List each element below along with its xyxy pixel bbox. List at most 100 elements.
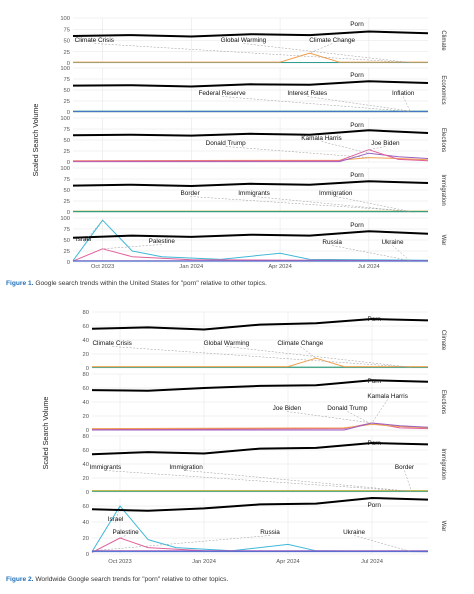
fig2-climate-global-warming-leader xyxy=(226,346,412,368)
fig1-climate-climate-crisis-label: Climate Crisis xyxy=(75,37,114,44)
fig1-elections-y-tick-label: 0 xyxy=(67,160,70,166)
fig2-climate-panel-label: Climate xyxy=(440,330,446,351)
fig1-war-russia-label: Russia xyxy=(322,239,342,246)
fig1-war-israel-label: Israel xyxy=(76,236,92,243)
figure1-caption-text: Google search trends within the United S… xyxy=(33,280,267,287)
fig1-war-panel-label: War xyxy=(440,235,446,246)
fig2-immigration-immigration-leader xyxy=(186,470,412,492)
fig1-climate-series-climate-change-line xyxy=(73,52,428,63)
fig1-immigration-panel-label: Immigration xyxy=(440,174,446,205)
fig1-immigration-immigrants-label: Immigrants xyxy=(238,190,270,197)
fig2-climate-global-warming-label: Global Warming xyxy=(204,340,250,347)
figure2-x-tick-label: Apr 2024 xyxy=(276,559,300,565)
fig1-immigration-panel: 100 75 50 25 0 Immigration Porn Border Immigrant… xyxy=(60,166,446,216)
fig1-climate-y-tick-label: 0 xyxy=(67,61,70,67)
fig2-immigration-porn-label: Porn xyxy=(367,440,381,447)
fig2-war-israel-leader xyxy=(115,505,121,523)
figure2-y-axis-label: Scaled Search Volume xyxy=(41,397,50,470)
fig2-elections-donald-trump-leader xyxy=(347,411,373,425)
fig1-elections-series-kamala-harris-line xyxy=(73,152,429,163)
fig2-elections-y-tick-label: 80 xyxy=(83,372,89,378)
fig2-war-israel-label: Israel xyxy=(108,516,124,523)
fig1-elections-y-tick-label: 100 xyxy=(60,116,70,122)
fig1-climate-y-tick-label: 75 xyxy=(64,27,70,33)
fig1-economics-inflation-leader xyxy=(402,96,411,112)
fig2-elections-y-tick-label: 60 xyxy=(83,386,89,392)
fig1-elections-panel-label: Elections xyxy=(440,128,446,152)
figure2-caption-text: Worldwide Google search trends for "porn… xyxy=(33,576,229,583)
fig2-climate-series-climate-change-line xyxy=(92,357,428,368)
fig1-war-y-tick-label: 50 xyxy=(64,238,70,244)
fig1-climate-y-tick-label: 100 xyxy=(60,16,70,22)
fig1-economics-panel: 100 75 50 25 0 Economics Porn Federal Reserve In… xyxy=(60,66,446,116)
fig1-economics-y-tick-label: 100 xyxy=(60,66,70,72)
fig1-war-series-israel-line xyxy=(72,219,429,261)
fig2-war-panel-label: War xyxy=(440,521,446,532)
fig2-elections-panel: 80 60 40 20 0 Elections Porn Joe Biden Donald Tr… xyxy=(83,372,446,434)
figure2-x-tick-label: Jan 2024 xyxy=(192,559,217,565)
figure1-caption-label: Figure 1. xyxy=(6,280,34,287)
fig1-economics-y-tick-label: 25 xyxy=(64,99,70,105)
fig1-immigration-immigration-leader xyxy=(335,196,411,212)
fig1-war-porn-label: Porn xyxy=(350,222,364,229)
fig1-climate-panel: 100 75 50 25 0 Climate Porn Climate Crisis Globa… xyxy=(60,16,446,67)
fig1-climate-climate-change-label: Climate Change xyxy=(309,37,355,44)
fig2-elections-series-porn-line xyxy=(91,379,429,392)
fig1-war-y-tick-label: 0 xyxy=(67,260,70,266)
figure1-y-axis-label: Scaled Search Volume xyxy=(31,104,40,177)
fig2-immigration-y-tick-label: 60 xyxy=(83,448,89,454)
fig1-elections-porn-label: Porn xyxy=(350,122,364,129)
fig1-climate-y-tick-label: 50 xyxy=(64,39,70,45)
fig2-war-y-tick-label: 40 xyxy=(83,520,89,526)
fig2-war-palestine-leader xyxy=(119,535,126,539)
fig1-immigration-border-leader xyxy=(190,196,411,212)
fig2-climate-panel: 80 60 40 20 0 Climate Porn Climate Crisis Global… xyxy=(83,310,446,372)
figure1-caption: Figure 1. Google search trends within th… xyxy=(6,280,267,287)
fig2-elections-joe-biden-label: Joe Biden xyxy=(273,405,302,412)
fig1-economics-series-porn-line xyxy=(72,80,429,88)
fig1-war-israel-leader xyxy=(83,220,103,243)
figure1-chart: Scaled Search Volume 100 75 50 25 0 Climate Por… xyxy=(31,16,446,270)
fig1-economics-y-tick-label: 0 xyxy=(67,110,70,116)
fig2-climate-y-tick-label: 20 xyxy=(83,352,89,358)
fig1-elections-y-tick-label: 25 xyxy=(64,149,70,155)
fig2-elections-series-donald-trump-line xyxy=(91,423,429,430)
fig2-climate-y-tick-label: 60 xyxy=(83,324,89,330)
fig1-immigration-porn-label: Porn xyxy=(350,172,364,179)
fig1-economics-panel-label: Economics xyxy=(440,75,446,104)
fig2-war-y-tick-label: 20 xyxy=(83,536,89,542)
figure1-x-tick-label: Jan 2024 xyxy=(179,264,204,270)
fig1-elections-series-joe-biden-line xyxy=(72,149,429,162)
figure2-chart: Scaled Search Volume 80 60 40 20 0 Climate Porn… xyxy=(41,310,446,565)
fig2-war-ukraine-leader xyxy=(354,535,412,552)
fig2-climate-climate-crisis-leader xyxy=(112,346,412,368)
fig2-elections-panel-label: Elections xyxy=(440,390,446,414)
fig2-elections-y-tick-label: 40 xyxy=(83,400,89,406)
fig1-war-y-tick-label: 100 xyxy=(60,216,70,222)
fig1-economics-interest-rates-label: Interest Rates xyxy=(287,90,327,97)
fig1-economics-federal-reserve-label: Federal Reserve xyxy=(198,90,246,97)
fig1-elections-joe-biden-leader xyxy=(368,146,386,150)
figure2-x-tick-label: Oct 2023 xyxy=(108,559,132,565)
fig1-immigration-series-porn-line xyxy=(72,180,429,187)
fig2-immigration-y-tick-label: 20 xyxy=(83,476,89,482)
fig1-climate-series-porn-line xyxy=(72,30,429,38)
fig1-economics-y-tick-label: 75 xyxy=(64,77,70,83)
fig2-elections-donald-trump-label: Donald Trump xyxy=(327,405,368,412)
figure1-x-tick-label: Oct 2023 xyxy=(91,264,115,270)
fig2-climate-y-tick-label: 40 xyxy=(83,338,89,344)
fig2-immigration-y-tick-label: 0 xyxy=(86,490,89,496)
fig1-war-y-tick-label: 25 xyxy=(64,249,70,255)
fig2-war-russia-leader xyxy=(91,535,271,552)
fig1-elections-joe-biden-label: Joe Biden xyxy=(371,140,400,147)
fig1-economics-inflation-label: Inflation xyxy=(392,90,415,97)
fig1-immigration-y-tick-label: 100 xyxy=(60,166,70,172)
fig1-elections-y-tick-label: 75 xyxy=(64,127,70,133)
fig2-elections-y-tick-label: 20 xyxy=(83,414,89,420)
fig2-immigration-immigration-label: Immigration xyxy=(169,464,203,471)
fig1-economics-y-tick-label: 50 xyxy=(64,88,70,94)
fig2-immigration-border-label: Border xyxy=(395,464,415,471)
fig1-elections-series-porn-line xyxy=(72,129,429,137)
fig2-immigration-y-tick-label: 80 xyxy=(83,434,89,440)
